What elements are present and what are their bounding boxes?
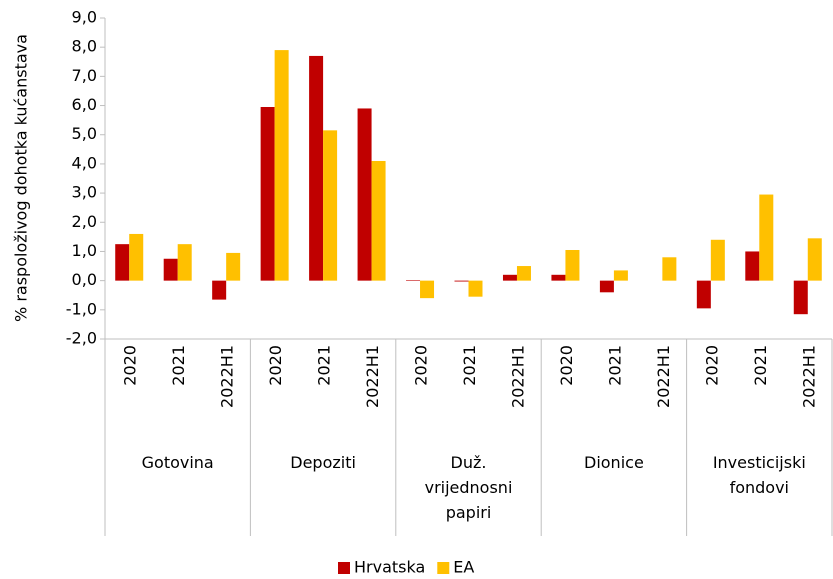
- bar: [516, 266, 531, 281]
- bar: [420, 280, 435, 299]
- x-tick-label: 2020: [702, 345, 721, 386]
- bar: [759, 194, 774, 281]
- y-tick-label: 7,0: [72, 66, 97, 85]
- x-tick-label: 2021: [605, 345, 624, 386]
- bar: [226, 252, 241, 281]
- group-label: Dionice: [584, 453, 644, 472]
- bar: [502, 274, 517, 281]
- group-label: Duž. vrijednosni papiri: [424, 453, 513, 522]
- x-tick-label: 2021: [315, 345, 334, 386]
- group-label: Gotovina: [141, 453, 214, 472]
- bar: [745, 251, 760, 281]
- x-tick-label: 2020: [121, 345, 140, 386]
- bar: [551, 274, 566, 281]
- legend-label: EA: [453, 558, 474, 577]
- y-tick-label: 6,0: [72, 95, 97, 114]
- y-tick-label: 5,0: [72, 124, 97, 143]
- bar: [710, 239, 725, 281]
- y-tick-label: -1,0: [66, 299, 97, 318]
- legend-swatch: [437, 562, 450, 574]
- bar: [274, 50, 289, 281]
- bar: [565, 249, 580, 281]
- x-tick-label: 2020: [266, 345, 285, 386]
- bar: [807, 238, 822, 281]
- group-label: Investicijski fondovi: [712, 453, 806, 497]
- group-label: Depoziti: [290, 453, 356, 472]
- x-tick-label: 2021: [169, 345, 188, 386]
- bar: [371, 160, 386, 281]
- bar: [309, 55, 324, 281]
- x-tick-label: 2020: [412, 345, 431, 386]
- x-tick-label: 2022H1: [363, 345, 382, 408]
- bar: [323, 130, 338, 281]
- bar: [599, 280, 614, 293]
- x-tick-label: 2021: [751, 345, 770, 386]
- bar: [115, 244, 130, 281]
- bar: [406, 280, 421, 281]
- bar: [793, 280, 808, 315]
- y-tick-label: 8,0: [72, 37, 97, 56]
- bar: [468, 280, 483, 297]
- bar: [260, 107, 275, 281]
- x-tick-label: 2021: [460, 345, 479, 386]
- legend-label: Hrvatska: [354, 558, 425, 577]
- bar: [163, 258, 178, 281]
- y-tick-label: 4,0: [72, 153, 97, 172]
- x-tick-label: 2020: [557, 345, 576, 386]
- bar: [613, 270, 628, 281]
- y-axis-title: % raspoloživog dohotka kućanstava: [12, 34, 31, 322]
- bar: [696, 280, 711, 309]
- y-tick-label: 0,0: [72, 270, 97, 289]
- bar: [177, 244, 192, 281]
- y-tick-label: 2,0: [72, 212, 97, 231]
- bar: [662, 257, 677, 281]
- bar: [454, 280, 469, 282]
- x-tick-label: 2022H1: [799, 345, 818, 408]
- x-tick-label: 2022H1: [218, 345, 237, 408]
- legend-swatch: [338, 562, 350, 574]
- bar: [129, 233, 144, 281]
- bar: [357, 108, 372, 281]
- y-tick-label: 1,0: [72, 241, 97, 260]
- x-tick-label: 2022H1: [508, 345, 527, 408]
- y-tick-label: 9,0: [72, 8, 97, 27]
- y-tick-label: 3,0: [72, 183, 97, 202]
- x-tick-label: 2022H1: [654, 345, 673, 408]
- y-tick-label: -2,0: [66, 329, 97, 348]
- bar: [212, 280, 227, 300]
